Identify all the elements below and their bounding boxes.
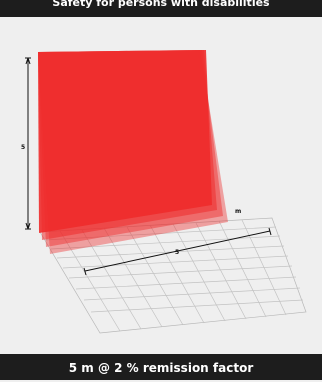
- protective-field-diagram: 5 5 m: [21, 50, 307, 334]
- protective-field-panels: [38, 50, 228, 254]
- field-panel: [38, 50, 212, 233]
- footer-caption-bar: 5 m @ 2 % remission factor: [0, 354, 322, 380]
- footer-caption: 5 m @ 2 % remission factor: [68, 361, 254, 375]
- unit-label: m: [235, 208, 241, 215]
- floor-grid: [39, 217, 307, 334]
- header-title: Safety for persons with disabilities: [52, 0, 270, 9]
- width-dimension: [83, 227, 272, 276]
- header-title-bar: Safety for persons with disabilities: [0, 0, 322, 17]
- width-label: 5: [175, 249, 179, 256]
- height-dimension: [25, 57, 31, 230]
- height-label: 5: [21, 144, 25, 151]
